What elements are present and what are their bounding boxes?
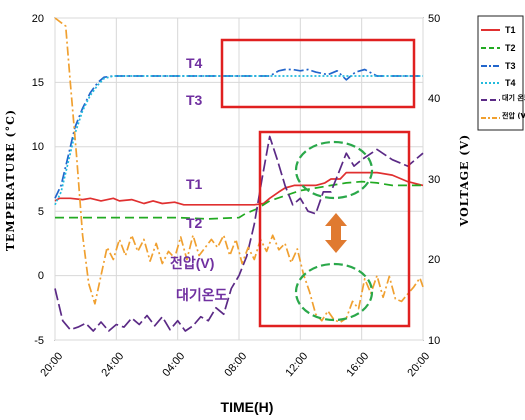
series-layer bbox=[54, 17, 424, 332]
x-axis-ticks: 20:00 24:00 04:00 08:00 12:00 16:00 20:0… bbox=[38, 350, 432, 379]
y-left-tick-label: -5 bbox=[34, 335, 44, 347]
x-tick-label: 20:00 bbox=[405, 350, 432, 379]
legend-label-t2: T2 bbox=[505, 43, 516, 53]
y-right-tick-label: 50 bbox=[428, 13, 440, 25]
highlight-box-bottom bbox=[258, 130, 411, 328]
legend-label-t3: T3 bbox=[505, 61, 516, 71]
x-tick-label: 08:00 bbox=[222, 350, 249, 379]
y-axis-left-title: TEMPERATURE (°C) bbox=[4, 109, 17, 251]
y-right-tick-label: 10 bbox=[428, 335, 440, 347]
annotation-t4: T4 bbox=[186, 55, 203, 71]
y-left-tick-label: 15 bbox=[32, 77, 44, 89]
y-axis-right-ticks: 50 40 30 20 10 bbox=[428, 13, 440, 347]
x-axis-title: TIME(H) bbox=[221, 399, 274, 415]
legend: T1 T2 T3 T4 대기 온도 전압 (V) bbox=[477, 15, 525, 131]
legend-label-t1: T1 bbox=[505, 25, 516, 35]
x-tick-label: 24:00 bbox=[99, 350, 126, 379]
series-line-3 bbox=[54, 75, 423, 206]
legend-label-ambient: 대기 온도 bbox=[502, 93, 525, 102]
y-right-tick-label: 20 bbox=[428, 254, 440, 266]
annotation-t3: T3 bbox=[186, 92, 203, 108]
x-tick-label: 20:00 bbox=[38, 350, 65, 379]
x-tick-label: 04:00 bbox=[160, 350, 187, 379]
annotation-ambient: 대기온도 bbox=[176, 287, 228, 303]
y-left-tick-label: 20 bbox=[32, 13, 44, 25]
series-line-2 bbox=[54, 68, 423, 199]
highlight-box-top bbox=[220, 38, 416, 109]
y-left-tick-label: 0 bbox=[38, 270, 44, 282]
y-right-tick-label: 40 bbox=[428, 93, 440, 105]
double-arrow-icon bbox=[325, 213, 347, 253]
y-right-tick-label: 30 bbox=[428, 174, 440, 186]
series-line-5 bbox=[54, 17, 424, 324]
y-axis-left-ticks: 20 15 10 5 0 -5 bbox=[32, 13, 44, 347]
series-line-0 bbox=[54, 171, 424, 206]
x-tick-label: 12:00 bbox=[283, 350, 310, 379]
y-left-tick-label: 10 bbox=[32, 141, 44, 153]
legend-box bbox=[477, 15, 524, 131]
highlight-oval-upper bbox=[294, 140, 374, 200]
y-left-tick-label: 5 bbox=[38, 206, 44, 218]
series-line-4 bbox=[54, 135, 424, 332]
annotation-t1: T1 bbox=[186, 176, 203, 192]
annotation-t2: T2 bbox=[186, 215, 203, 231]
series-line-1 bbox=[55, 180, 423, 220]
x-tick-label: 16:00 bbox=[344, 350, 371, 379]
legend-label-voltage: 전압 (V) bbox=[502, 111, 525, 120]
highlight-oval-lower bbox=[294, 262, 374, 322]
y-axis-right-title: VOLTAGE (V) bbox=[458, 134, 471, 227]
legend-label-t4: T4 bbox=[505, 78, 516, 88]
annotation-voltage: 전압(V) bbox=[170, 255, 214, 271]
